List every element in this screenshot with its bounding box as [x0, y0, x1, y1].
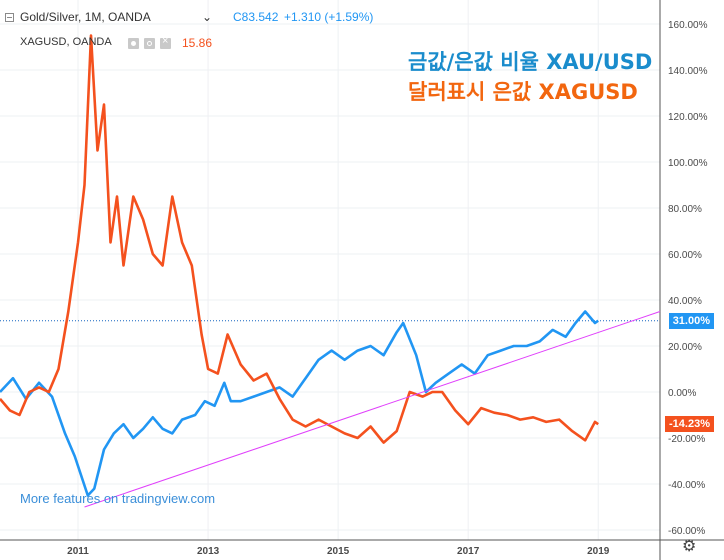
close-value: C83.542: [233, 10, 279, 24]
grid: [0, 0, 660, 540]
eye-icon[interactable]: [128, 38, 139, 49]
silver-series-line: [0, 34, 599, 444]
y-tick-label: 0.00%: [668, 388, 696, 399]
x-tick-label: 2013: [197, 546, 220, 557]
collapse-icon[interactable]: [5, 13, 14, 22]
y-tick-label: 40.00%: [668, 296, 702, 307]
ratio-price-tag: 31.00%: [668, 312, 714, 329]
silver-price-tag: -14.23%: [665, 416, 714, 433]
change-value: +1.310 (+1.59%): [284, 10, 374, 24]
symbol-title[interactable]: Gold/Silver, 1M, OANDA: [20, 10, 151, 24]
y-tick-label: 120.00%: [668, 112, 708, 123]
y-tick-label: 100.00%: [668, 158, 708, 169]
x-tick-label: 2011: [67, 546, 89, 557]
y-tick-label: 140.00%: [668, 66, 708, 77]
chevron-down-icon[interactable]: ⌄: [202, 10, 213, 24]
trend-line: [84, 311, 661, 508]
x-tick-label: 2019: [587, 546, 610, 557]
y-tick-label: -40.00%: [668, 480, 705, 491]
close-icon[interactable]: [160, 35, 171, 49]
indicator-value: 15.86: [182, 36, 213, 50]
y-tick-label: 20.00%: [668, 342, 702, 353]
y-tick-label: 160.00%: [668, 20, 708, 31]
indicator-name[interactable]: XAGUSD, OANDA: [20, 36, 112, 48]
series-lines: [0, 34, 661, 508]
y-tick-label: -60.00%: [668, 526, 705, 537]
y-tick-label: 60.00%: [668, 250, 702, 261]
settings-icon[interactable]: ⚙: [682, 538, 697, 555]
gear-icon[interactable]: [144, 38, 155, 49]
ratio-series-line: [0, 310, 599, 497]
y-tick-label: 80.00%: [668, 204, 702, 215]
y-tick-label: -20.00%: [668, 434, 705, 445]
annotation-silver: 달러표시 은값 XAGUSD: [408, 80, 638, 104]
x-tick-label: 2015: [327, 546, 350, 557]
annotation-ratio: 금값/은값 비율 XAU/USD: [408, 50, 653, 74]
tradingview-link[interactable]: More features on tradingview.com: [20, 491, 216, 506]
x-tick-label: 2017: [457, 546, 480, 557]
